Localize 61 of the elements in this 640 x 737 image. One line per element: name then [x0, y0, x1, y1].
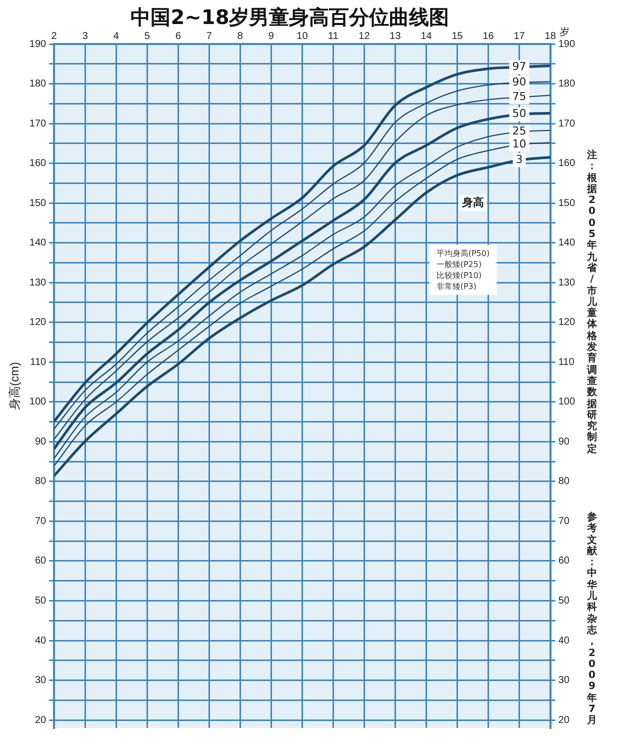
y-tick-label: 60: [34, 556, 47, 567]
y-tick-label: 140: [29, 238, 47, 249]
x-tick-label: 14: [420, 30, 432, 42]
y2-tick-label: 150: [558, 198, 576, 209]
text: 注：根据2005年九省/市儿童体格发育调查数据研究制定: [587, 150, 597, 455]
chart-title: 中国2~18岁男童身高百分位曲线图: [130, 5, 450, 29]
y-tick-label: 190: [29, 38, 47, 50]
text: 参考文献：中华儿科杂志，2009年7月: [587, 512, 597, 726]
y2-tick-label: 180: [558, 78, 576, 90]
y2-tick-label: 140: [558, 238, 576, 249]
y-tick-label: 70: [34, 516, 47, 527]
y2-tick-label: 20: [558, 714, 570, 726]
y-tick-label: 80: [34, 476, 47, 488]
y-tick-label: 20: [34, 714, 47, 726]
y-tick-label: 90: [34, 436, 47, 448]
y2-tick-label: 70: [558, 516, 570, 527]
y-tick-label: 40: [34, 635, 47, 646]
y2-tick-label: 190: [558, 38, 576, 50]
y2-tick-label: 120: [558, 317, 576, 328]
x-tick-label: 7: [206, 30, 212, 42]
y2-tick-label: 130: [558, 277, 576, 288]
x-tick-label: 10: [296, 30, 308, 42]
y2-tick-label: 110: [558, 356, 575, 368]
y-axis-title: 身高(cm): [8, 362, 22, 410]
x-tick-label: 13: [390, 30, 402, 42]
y2-tick-label: 60: [558, 556, 570, 567]
y-tick-label: 120: [29, 317, 47, 328]
y2-tick-label: 80: [558, 476, 570, 488]
x-tick-label: 8: [237, 30, 244, 42]
y2-tick-label: 50: [558, 595, 570, 606]
y2-tick-label: 40: [558, 635, 570, 646]
x-tick-label: 9: [268, 30, 274, 42]
x-tick-label: 18: [544, 30, 556, 42]
y-tick-label: 30: [34, 675, 47, 686]
x-tick-label: 12: [358, 30, 370, 42]
x-tick-label: 11: [328, 30, 339, 42]
y-tick-label: 170: [29, 118, 47, 130]
y-tick-label: 50: [34, 595, 47, 606]
y2-tick-label: 170: [558, 118, 576, 130]
y-tick-label: 180: [29, 78, 47, 90]
y2-tick-label: 30: [558, 675, 570, 686]
y2-tick-label: 90: [558, 436, 570, 448]
annotation: 身高: [460, 196, 484, 209]
x-tick-label: 15: [452, 30, 464, 42]
x-tick-label: 4: [113, 30, 120, 42]
x-tick-label: 3: [82, 30, 88, 42]
y-tick-label: 150: [29, 198, 47, 209]
x-tick-label: 6: [175, 30, 182, 42]
y2-tick-label: 100: [558, 396, 576, 408]
y-tick-label: 110: [30, 356, 47, 368]
x-axis-title: 岁: [559, 26, 570, 39]
x-tick-label: 2: [51, 30, 58, 42]
y-tick-label: 160: [29, 158, 47, 170]
annotation: 平均身高(P50) 一般矮(P25) 比较矮(P10) 非常矮(P3): [436, 248, 490, 291]
y2-tick-label: 160: [558, 158, 576, 170]
x-tick-label: 16: [482, 30, 494, 42]
x-tick-label: 17: [514, 30, 526, 42]
y-tick-label: 130: [29, 277, 47, 288]
x-tick-label: 5: [144, 30, 150, 42]
y-tick-label: 100: [29, 396, 47, 408]
series-label: 3: [516, 152, 523, 166]
